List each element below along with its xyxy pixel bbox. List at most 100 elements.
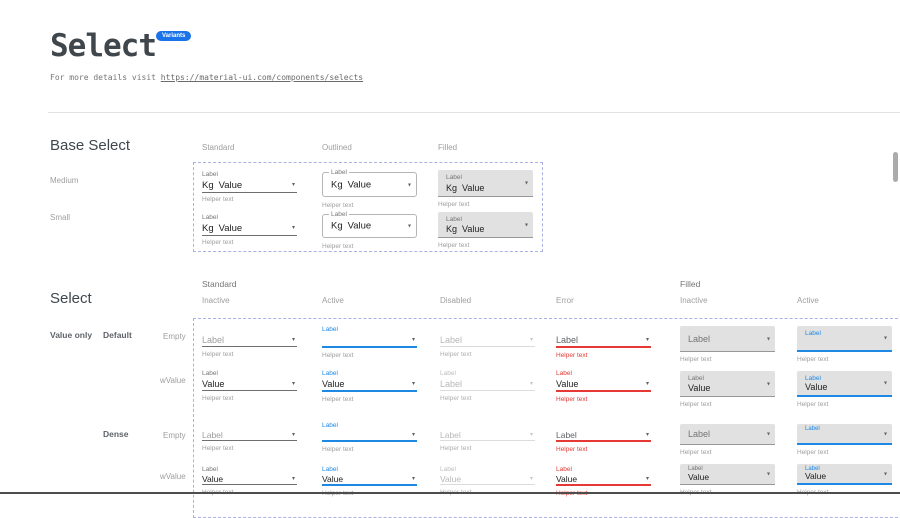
select-underline [322, 440, 417, 442]
select-label: Label [202, 171, 218, 178]
select-floating-label: Label [805, 466, 820, 472]
select-placeholder-label: Label [688, 429, 711, 439]
select-placeholder-label: Label [440, 335, 463, 345]
select-value: Value [322, 474, 344, 484]
select-placeholder-label: Label [688, 333, 711, 344]
base-select-filled-small[interactable]: Label Kg Value ▾ Helper text [438, 212, 533, 249]
select-standard-disabled-dense-empty: Label ▾ Helper text [440, 430, 535, 452]
select-underline [322, 346, 417, 348]
row-label-empty: Empty [163, 332, 186, 341]
select-outline-box: Label Kg Value ▾ [322, 211, 417, 238]
select-value: Value [202, 379, 225, 389]
select-adornment: Kg [446, 224, 458, 234]
select-value: Value [805, 471, 827, 481]
helper-text: Helper text [438, 242, 470, 249]
select-floating-label: Label [202, 466, 218, 473]
helper-text: Helper text [202, 239, 234, 246]
select-filled-box: Label Value ▾ [680, 464, 775, 485]
select-label: Label [446, 216, 462, 223]
select-value: Value [688, 383, 711, 393]
docs-link[interactable]: https://material-ui.com/components/selec… [160, 73, 364, 82]
select-floating-label: Label [202, 370, 218, 377]
select-standard-active-default-empty[interactable]: Label ▾ Helper text [322, 325, 417, 359]
select-standard-inactive-default-empty[interactable]: Label ▾ Helper text [202, 334, 297, 358]
select-value: Value [556, 474, 578, 484]
select-filled-box: Label Value ▾ [797, 464, 892, 485]
dropdown-arrow-icon: ▾ [291, 337, 295, 343]
dropdown-arrow-icon: ▾ [883, 431, 887, 437]
select-filled-active-default-wvalue[interactable]: Label Value ▾ Helper text [797, 371, 892, 408]
dropdown-arrow-icon: ▾ [407, 182, 411, 188]
select-filled-box: Label ▾ [680, 326, 775, 352]
select-floating-label: Label [322, 422, 338, 429]
helper-text: Helper text [440, 351, 472, 358]
select-underline [440, 484, 535, 485]
select-floating-label: Label [322, 466, 338, 473]
helper-text: Helper text [680, 401, 712, 408]
select-adornment: Kg [202, 223, 214, 234]
select-standard-active-dense-empty[interactable]: Label ▾ Helper text [322, 421, 417, 453]
helper-text: Helper text [797, 401, 829, 408]
base-select-heading: Base Select [50, 137, 131, 154]
select-filled-active-dense-empty[interactable]: Label ▾ Helper text [797, 424, 892, 456]
dropdown-arrow-icon: ▾ [645, 476, 649, 482]
select-label: Label [446, 174, 462, 181]
row-group-default: Default [103, 330, 132, 340]
select-filled-inactive-default-empty[interactable]: Label ▾ Helper text [680, 326, 775, 363]
row-label-wvalue: wValue [160, 472, 186, 481]
select-adornment: Kg [446, 183, 458, 193]
select-underline [322, 390, 417, 392]
base-select-standard-small[interactable]: Label Kg Value ▾ Helper text [202, 211, 297, 246]
dropdown-arrow-icon: ▾ [645, 337, 649, 343]
group-header-standard: Standard [202, 279, 237, 289]
dropdown-arrow-icon: ▾ [766, 471, 770, 478]
select-filled-box: Label Kg Value ▾ [438, 212, 533, 238]
dropdown-arrow-icon: ▾ [524, 222, 528, 228]
dropdown-arrow-icon: ▾ [883, 471, 887, 477]
helper-text: Helper text [440, 445, 472, 452]
select-floating-label: Label [440, 466, 456, 473]
dropdown-arrow-icon: ▾ [291, 476, 295, 482]
base-select-standard-medium[interactable]: Label Kg Value ▾ Helper text [202, 168, 297, 203]
select-filled-active-default-empty[interactable]: Label ▾ Helper text [797, 326, 892, 363]
dropdown-arrow-icon: ▾ [291, 381, 295, 387]
select-standard-error-default-empty[interactable]: Label ▾ Helper text [556, 334, 651, 359]
select-placeholder-label: Label [202, 335, 225, 345]
select-label: Label [329, 169, 349, 177]
base-select-outlined-medium[interactable]: Label Kg Value ▾ Helper text [322, 169, 417, 209]
select-filled-box: Label ▾ [797, 326, 892, 352]
select-standard-error-dense-empty[interactable]: Label ▾ Helper text [556, 430, 651, 453]
dropdown-arrow-icon: ▾ [883, 335, 887, 342]
select-filled-box: Label ▾ [797, 424, 892, 445]
helper-text: Helper text [438, 201, 470, 208]
select-placeholder-label: Label [556, 430, 577, 440]
row-label-wvalue: wValue [160, 376, 186, 385]
select-standard-inactive-dense-empty[interactable]: Label ▾ Helper text [202, 430, 297, 452]
base-select-filled-medium[interactable]: Label Kg Value ▾ Helper text [438, 170, 533, 208]
select-filled-box: Label ▾ [680, 424, 775, 445]
select-standard-error-default-wvalue[interactable]: Label Value ▾ Helper text [556, 369, 651, 403]
select-filled-inactive-dense-empty[interactable]: Label ▾ Helper text [680, 424, 775, 456]
select-underline [556, 440, 651, 442]
helper-text: Helper text [202, 196, 234, 203]
select-underline [556, 484, 651, 486]
helper-text: Helper text [322, 352, 354, 359]
dropdown-arrow-icon: ▾ [766, 431, 770, 438]
column-header-standard: Standard [202, 143, 235, 152]
select-heading: Select [50, 290, 92, 307]
select-value: Value [462, 224, 485, 234]
base-select-outlined-small[interactable]: Label Kg Value ▾ Helper text [322, 211, 417, 250]
scrollbar-thumb[interactable] [893, 152, 898, 182]
select-value: Value [347, 220, 372, 232]
select-placeholder-label: Label [202, 430, 223, 440]
state-header-active: Active [322, 296, 344, 305]
select-standard-inactive-default-wvalue[interactable]: Label Value ▾ Helper text [202, 369, 297, 402]
select-filled-inactive-default-wvalue[interactable]: Label Value ▾ Helper text [680, 371, 775, 408]
select-value: Label [440, 379, 463, 389]
select-standard-active-default-wvalue[interactable]: Label Value ▾ Helper text [322, 369, 417, 403]
select-floating-label: Label [322, 326, 338, 333]
helper-text: Helper text [440, 395, 472, 402]
select-adornment: Kg [202, 180, 214, 191]
helper-text: Helper text [322, 396, 354, 403]
state-header-error: Error [556, 296, 574, 305]
